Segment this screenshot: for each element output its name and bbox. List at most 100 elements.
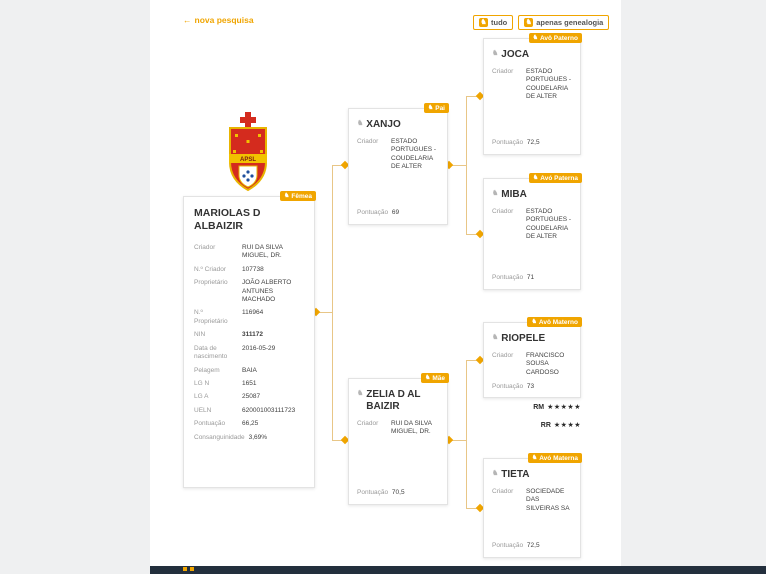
footer-bar <box>150 566 766 574</box>
relation-badge-label: Mãe <box>432 374 445 382</box>
field-row: Criador SOCIEDADE DAS SILVEIRAS SA <box>492 488 572 513</box>
score-row: Pontuação 69 <box>357 203 439 216</box>
connector-line <box>316 312 332 313</box>
field-label: UELN <box>194 406 212 414</box>
field-value: RUI DA SILVA MIGUEL, DR. <box>391 420 432 436</box>
connector-line <box>466 234 483 235</box>
field-row: Criador RUI DA SILVA MIGUEL, DR. <box>194 241 304 263</box>
paternal-granddam-card[interactable]: ♞ Avó Paterna ♞ MIBA Criador ESTADO PORT… <box>483 173 582 290</box>
rr-label: RR <box>540 422 551 429</box>
paternal-grandsire-card[interactable]: ♞ Avô Paterno ♞ JOCA Criador ESTADO PORT… <box>483 33 582 155</box>
back-arrow-icon: ← <box>183 15 192 25</box>
horse-icon: ♞ <box>424 375 431 381</box>
score-value: 71 <box>526 274 535 281</box>
view-toggle-group: ♞ tudo ♞ apenas genealogia <box>473 15 610 30</box>
horse-name: JOCA <box>501 49 530 60</box>
horse-icon: ♞ <box>357 390 364 397</box>
horse-icon: ♞ <box>531 455 538 461</box>
connector-line <box>332 440 348 441</box>
field-value: 25087 <box>242 393 261 401</box>
horse-name: MIBA <box>501 189 527 200</box>
main-horse-card: ♞ Fêmea MARIOLAS D ALBAIZIR Criador RUI … <box>183 191 316 488</box>
sire-card[interactable]: ♞ Pai ♞ XANJO Criador ESTADO PORTUGUES -… <box>348 103 449 225</box>
field-label: Criador <box>194 243 216 251</box>
score-row: Pontuação 72,5 <box>492 536 572 549</box>
relation-badge-label: Avó Materna <box>539 454 578 462</box>
field-value: FRANCISCO SOUSA CARDOSO <box>526 352 565 376</box>
connector-line <box>466 508 483 509</box>
connector-line <box>332 165 333 440</box>
score-value: 70,5 <box>391 489 405 496</box>
horse-icon: ♞ <box>532 175 539 181</box>
maternal-granddam-card[interactable]: ♞ Avó Materna ♞ TIETA Criador SOCIEDADE … <box>483 453 582 558</box>
field-row: Criador ESTADO PORTUGUES - COUDELARIA DE… <box>492 68 572 102</box>
field-value: 2016-05-29 <box>242 344 276 352</box>
field-label: Criador <box>492 208 514 215</box>
new-search-label: nova pesquisa <box>194 15 254 25</box>
rm-stars: ★★★★★ <box>547 404 581 411</box>
dam-card[interactable]: ♞ Mãe ♞ ZELIA D AL BAIZIR Criador RUI DA… <box>348 373 449 505</box>
genealogy-only-label: apenas genealogia <box>536 18 604 27</box>
maternal-grandsire-card[interactable]: ♞ Avô Materno ♞ RIOPELE Criador FRANCISC… <box>483 317 582 398</box>
connector-line <box>466 96 467 235</box>
field-row: Data de nascimento 2016-05-29 <box>194 342 304 364</box>
rm-label: RM <box>533 404 545 411</box>
horse-icon: ♞ <box>492 190 499 197</box>
field-label: LG A <box>194 393 209 401</box>
field-value: RUI DA SILVA MIGUEL, DR. <box>242 243 283 260</box>
field-row: NIN 311172 <box>194 329 304 342</box>
relation-badge: ♞ Avó Materna <box>527 453 582 463</box>
field-value: 116964 <box>242 309 264 317</box>
horse-name-row: ♞ ZELIA D AL BAIZIR <box>357 389 439 413</box>
horse-icon: ♞ <box>532 35 538 41</box>
relation-badge: ♞ Pai <box>423 103 449 113</box>
connector-line <box>466 360 467 508</box>
horse-name-row: ♞ RIOPELE <box>492 333 572 345</box>
relation-badge-label: Avô Materno <box>538 318 578 326</box>
field-label: N.º Proprietário <box>194 309 228 325</box>
horse-icon: ♞ <box>427 105 434 111</box>
field-label: Consanguinidade <box>194 433 245 441</box>
field-label: NIN <box>194 331 206 339</box>
view-all-button[interactable]: ♞ tudo <box>473 15 514 30</box>
horse-icon: ♞ <box>284 193 290 199</box>
field-label: Pelagem <box>194 366 220 374</box>
legend-mark <box>190 567 194 571</box>
connector-line <box>449 165 466 166</box>
relation-badge-label: Pai <box>435 104 445 112</box>
field-label: Criador <box>357 138 379 145</box>
score-label: Pontuação <box>492 542 524 549</box>
field-row: Proprietário JOÃO ALBERTO ANTUNES MACHAD… <box>194 277 304 307</box>
relation-badge-label: Avó Paterna <box>540 174 578 182</box>
field-row: Criador ESTADO PORTUGUES - COUDELARIA DE… <box>492 208 572 242</box>
field-value: 66,25 <box>242 420 259 428</box>
horse-icon: ♞ <box>492 334 499 341</box>
field-row: LG N 1651 <box>194 378 304 391</box>
field-value: SOCIEDADE DAS SILVEIRAS SA <box>526 488 570 512</box>
field-value: ESTADO PORTUGUES - COUDELARIA DE ALTER <box>391 138 437 171</box>
horse-name-row: ♞ MIBA <box>492 189 572 201</box>
rm-rating-row: RM ★★★★★ <box>483 403 581 411</box>
field-value: 311172 <box>242 331 263 339</box>
sex-badge: ♞ Fêmea <box>280 191 316 201</box>
horse-name: XANJO <box>366 119 401 130</box>
horse-icon: ♞ <box>492 470 499 477</box>
score-value: 72,5 <box>526 542 540 549</box>
horse-name-row: ♞ TIETA <box>492 469 572 481</box>
field-row: UELN 620001003111723 <box>194 404 304 417</box>
score-row: Pontuação 70,5 <box>357 483 439 496</box>
field-row: N.º Criador 107738 <box>194 263 304 276</box>
field-label: Criador <box>492 488 514 495</box>
coat-of-arms: APSL <box>229 112 267 192</box>
relation-badge: ♞ Avô Materno <box>527 317 582 327</box>
field-row: Pontuação 66,25 <box>194 418 304 431</box>
new-search-link[interactable]: ← nova pesquisa <box>183 15 254 25</box>
main-horse-name: MARIOLAS D ALBAIZIR <box>194 207 261 233</box>
horse-name: RIOPELE <box>501 333 546 344</box>
relation-badge: ♞ Avó Paterna <box>528 173 582 183</box>
genealogy-only-button[interactable]: ♞ apenas genealogia <box>518 15 610 30</box>
score-value: 72,5 <box>526 139 540 146</box>
connector-line <box>466 360 483 361</box>
field-row: N.º Proprietário 116964 <box>194 307 304 329</box>
